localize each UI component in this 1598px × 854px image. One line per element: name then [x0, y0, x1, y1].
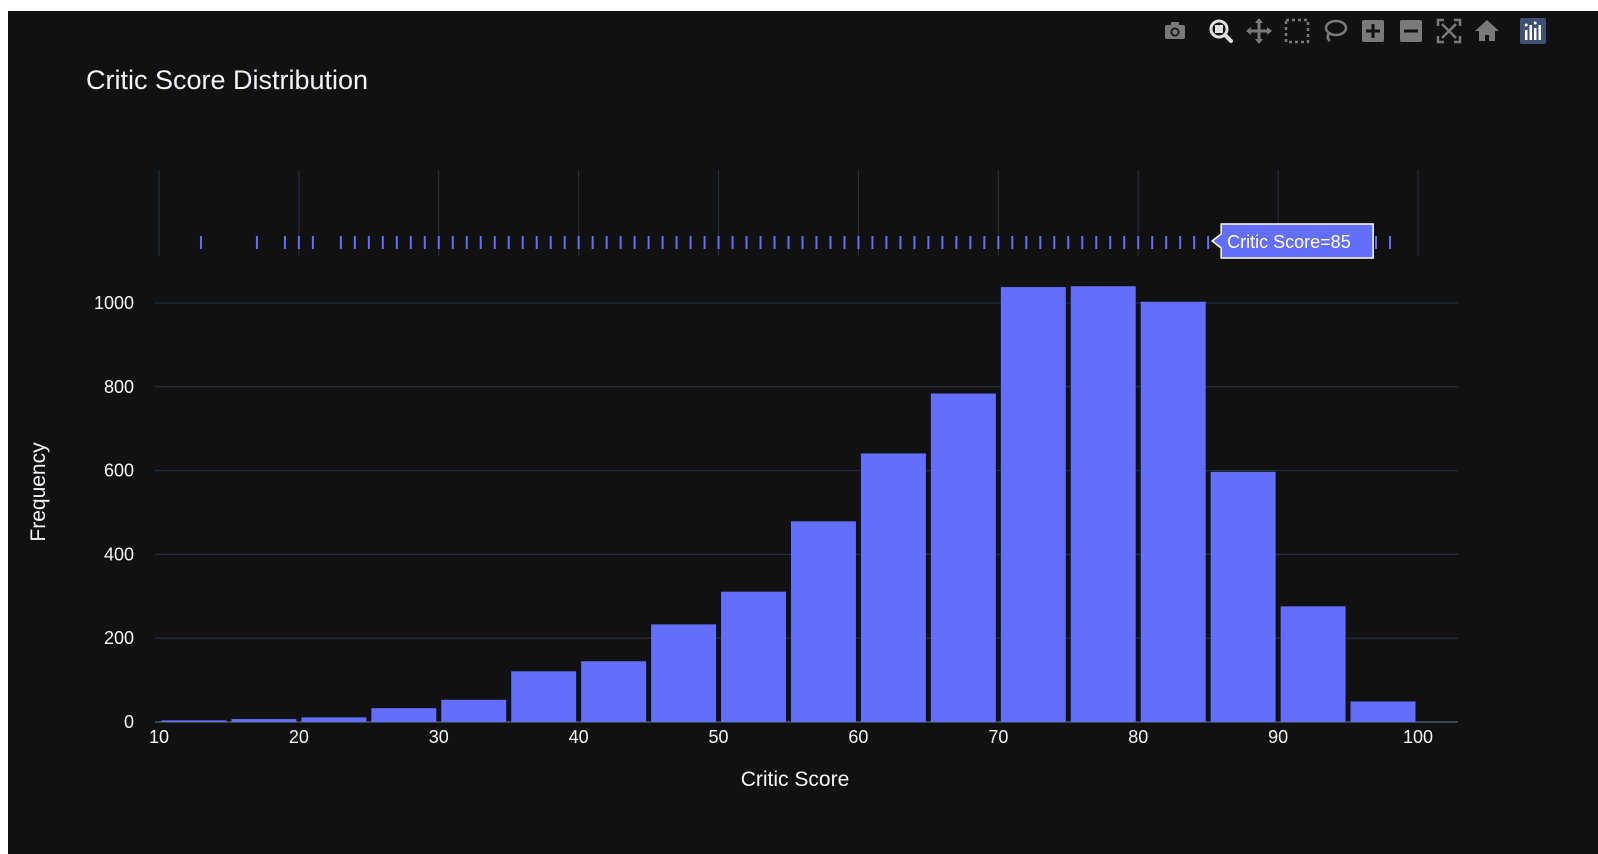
- bar[interactable]: [860, 453, 926, 722]
- x-axis-title: Critic Score: [741, 768, 850, 791]
- chart-title: Critic Score Distribution: [86, 65, 368, 95]
- x-tick-label: 10: [149, 727, 169, 747]
- bar[interactable]: [1280, 606, 1346, 722]
- zoom-in-icon[interactable]: [1358, 16, 1388, 46]
- bar[interactable]: [441, 699, 507, 722]
- pan-icon[interactable]: [1244, 16, 1274, 46]
- bar[interactable]: [1000, 287, 1066, 722]
- bar[interactable]: [161, 720, 227, 722]
- autoscale-icon[interactable]: [1434, 16, 1464, 46]
- y-axis-title: Frequency: [27, 442, 50, 542]
- modebar: [1160, 16, 1590, 46]
- x-tick-label: 40: [569, 727, 589, 747]
- rug-plot[interactable]: [199, 236, 1392, 249]
- zoom-out-icon[interactable]: [1396, 16, 1426, 46]
- y-tick-label: 800: [104, 377, 134, 397]
- plotly-logo-icon[interactable]: [1518, 16, 1548, 46]
- x-axis-ticks: 10 20 30 40 50 60 70 80 90 100: [149, 727, 1433, 747]
- zoom-icon[interactable]: [1206, 16, 1236, 46]
- bar[interactable]: [1140, 301, 1206, 722]
- bar[interactable]: [791, 521, 856, 722]
- box-select-icon[interactable]: [1282, 16, 1312, 46]
- x-tick-label: 50: [709, 727, 729, 747]
- y-axis-ticks: 0 200 400 600 800 1000: [94, 293, 134, 732]
- y-tick-label: 0: [124, 712, 134, 732]
- lasso-select-icon[interactable]: [1320, 16, 1350, 46]
- bar[interactable]: [231, 719, 297, 722]
- hover-tooltip: Critic Score=85: [1210, 223, 1374, 259]
- y-tick-label: 600: [104, 461, 134, 481]
- tooltip-label: Critic Score=85: [1227, 232, 1351, 252]
- bars[interactable]: [161, 286, 1416, 722]
- x-tick-label: 30: [429, 727, 449, 747]
- bar[interactable]: [1350, 701, 1416, 722]
- y-tick-label: 200: [104, 628, 134, 648]
- x-tick-label: 60: [848, 727, 868, 747]
- bar[interactable]: [930, 393, 996, 722]
- bar[interactable]: [651, 624, 717, 722]
- bar[interactable]: [371, 708, 437, 722]
- bar[interactable]: [511, 671, 577, 722]
- tooltip-box: [1210, 223, 1374, 259]
- camera-icon[interactable]: [1160, 16, 1190, 46]
- bar[interactable]: [301, 717, 367, 722]
- bar[interactable]: [1210, 471, 1276, 722]
- bar[interactable]: [1070, 286, 1136, 722]
- bar[interactable]: [581, 661, 647, 722]
- x-tick-label: 20: [289, 727, 309, 747]
- y-tick-label: 1000: [94, 293, 134, 313]
- x-tick-label: 80: [1128, 727, 1148, 747]
- y-tick-label: 400: [104, 544, 134, 564]
- x-tick-label: 70: [988, 727, 1008, 747]
- home-icon[interactable]: [1472, 16, 1502, 46]
- x-tick-label: 90: [1268, 727, 1288, 747]
- bar[interactable]: [721, 591, 786, 722]
- x-tick-label: 100: [1403, 727, 1433, 747]
